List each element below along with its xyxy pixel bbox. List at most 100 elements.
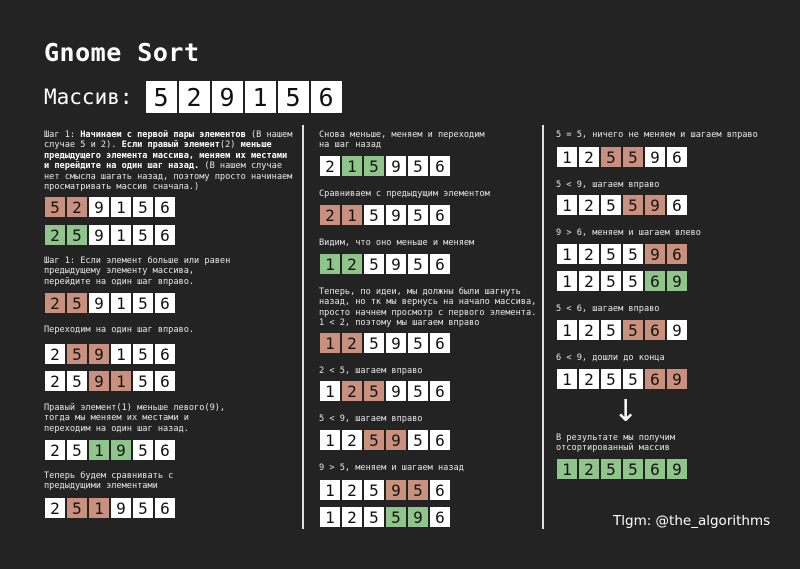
col2-step7-text: 9 > 5, меняем и шагаем назад bbox=[319, 463, 464, 473]
array-cell: 2 bbox=[44, 497, 66, 519]
array-cell: 2 bbox=[44, 343, 66, 365]
array-cell: 1 bbox=[556, 319, 578, 341]
array-cell: 6 bbox=[154, 439, 176, 461]
down-arrow-icon: ↓ bbox=[613, 394, 639, 429]
col1-step3-text: Переходим на один шаг вправо. bbox=[44, 325, 195, 335]
array-cell: 1 bbox=[88, 439, 110, 461]
array-cell: 1 bbox=[556, 368, 578, 390]
array-cell: 5 bbox=[622, 243, 644, 265]
array-cell: 9 bbox=[407, 506, 429, 528]
array-cell: 9 bbox=[666, 458, 688, 480]
array-cell: 1 bbox=[319, 253, 341, 275]
col3-step6-text: В результате мы получим отсортированный … bbox=[556, 433, 681, 454]
array-cell: 9 bbox=[644, 146, 666, 168]
array-cell: 9 bbox=[666, 319, 688, 341]
array-cell: 2 bbox=[341, 429, 363, 451]
col1-step2-text: Шаг 1: Если элемент больше или равен пре… bbox=[44, 256, 236, 287]
array-cell: 6 bbox=[644, 319, 666, 341]
array-cell: 5 bbox=[385, 506, 407, 528]
array-cell: 2 bbox=[341, 479, 363, 501]
array-cell: 6 bbox=[429, 204, 451, 226]
array-cell: 2 bbox=[341, 380, 363, 402]
array-cell: 5 bbox=[132, 196, 154, 218]
array-cell: 5 bbox=[132, 343, 154, 365]
array-cell: 2 bbox=[578, 146, 600, 168]
array-cell: 1 bbox=[319, 332, 341, 354]
array-cell: 2 bbox=[44, 439, 66, 461]
array-cell: 1 bbox=[243, 80, 277, 114]
array-cell: 5 bbox=[363, 332, 385, 354]
array-cell: 5 bbox=[132, 439, 154, 461]
col3-step5-text: 6 < 9, дошли до конца bbox=[556, 353, 665, 363]
array-cell: 5 bbox=[622, 146, 644, 168]
array-cell: 1 bbox=[556, 243, 578, 265]
array-cell: 6 bbox=[644, 458, 666, 480]
array-cell: 1 bbox=[110, 224, 132, 246]
array-cell: 1 bbox=[110, 292, 132, 314]
array-cell: 1 bbox=[556, 458, 578, 480]
array-cell: 5 bbox=[66, 497, 88, 519]
array-cell: 5 bbox=[66, 292, 88, 314]
array-cell: 6 bbox=[429, 380, 451, 402]
col2-step6-text: 5 < 9, шагаем вправо bbox=[319, 414, 423, 424]
array-cell: 1 bbox=[319, 479, 341, 501]
array-cell: 6 bbox=[644, 368, 666, 390]
array-cell: 5 bbox=[600, 146, 622, 168]
array-cell: 1 bbox=[319, 380, 341, 402]
array-cell: 6 bbox=[154, 370, 176, 392]
array-cell: 6 bbox=[429, 155, 451, 177]
array-cell: 5 bbox=[144, 80, 178, 114]
array-cell: 5 bbox=[363, 479, 385, 501]
array-cell: 5 bbox=[407, 429, 429, 451]
array-cell: 5 bbox=[66, 370, 88, 392]
array-cell: 9 bbox=[385, 479, 407, 501]
array-cell: 5 bbox=[132, 224, 154, 246]
array-cell: 6 bbox=[666, 146, 688, 168]
array-cell: 5 bbox=[407, 479, 429, 501]
array-cell: 5 bbox=[132, 292, 154, 314]
array-cell: 5 bbox=[66, 343, 88, 365]
array-cell: 1 bbox=[110, 196, 132, 218]
brand-footer: Tlgm: @the_algorithms bbox=[613, 513, 771, 529]
array-cell: 5 bbox=[622, 458, 644, 480]
array-cell: 2 bbox=[578, 368, 600, 390]
array-cell: 2 bbox=[578, 194, 600, 216]
array-cell: 5 bbox=[363, 380, 385, 402]
col3-step3-text: 9 > 6, меняем и шагаем влево bbox=[556, 228, 701, 238]
col2-step3-text: Видим, что оно меньше и меняем bbox=[319, 238, 475, 248]
array-cell: 2 bbox=[578, 458, 600, 480]
array-cell: 2 bbox=[177, 80, 211, 114]
array-cell: 1 bbox=[88, 497, 110, 519]
array-cell: 5 bbox=[407, 204, 429, 226]
array-cell: 2 bbox=[341, 332, 363, 354]
col2-step1-text: Снова меньше, меняем и переходим на шаг … bbox=[319, 130, 490, 151]
array-cell: 2 bbox=[44, 292, 66, 314]
array-cell: 6 bbox=[154, 196, 176, 218]
array-cell: 1 bbox=[556, 270, 578, 292]
array-cell: 5 bbox=[407, 332, 429, 354]
array-cell: 2 bbox=[66, 196, 88, 218]
array-cell: 1 bbox=[341, 155, 363, 177]
col1-step1-text: Шаг 1: Начинаем с первой пары элементов … bbox=[44, 130, 298, 193]
array-cell: 6 bbox=[429, 332, 451, 354]
array-cell: 2 bbox=[578, 270, 600, 292]
array-cell: 9 bbox=[385, 253, 407, 275]
array-cell: 1 bbox=[110, 343, 132, 365]
array-cell: 9 bbox=[385, 429, 407, 451]
array-cell: 9 bbox=[88, 370, 110, 392]
array-cell: 6 bbox=[666, 194, 688, 216]
array-cell: 9 bbox=[666, 368, 688, 390]
array-cell: 5 bbox=[600, 368, 622, 390]
